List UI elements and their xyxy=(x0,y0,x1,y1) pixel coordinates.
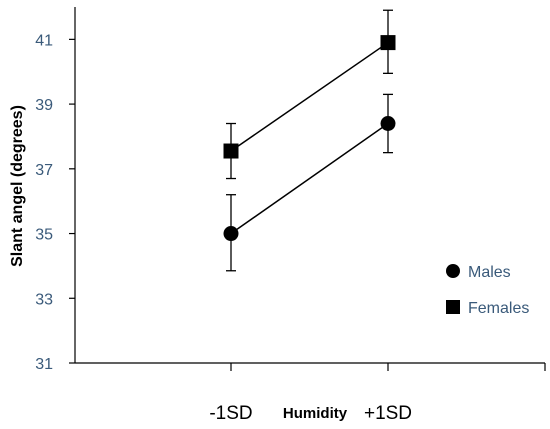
data-point-males xyxy=(223,226,239,242)
y-axis-title: Slant angel (degrees) xyxy=(9,105,26,267)
legend-marker-females xyxy=(446,300,460,314)
y-tick-label: 35 xyxy=(35,227,53,244)
series-layer xyxy=(223,9,396,272)
series-line-females xyxy=(230,41,389,152)
data-point-females xyxy=(380,35,396,51)
data-point-males xyxy=(380,116,396,132)
series-line-males xyxy=(230,122,389,235)
y-tick-label: 37 xyxy=(35,162,53,179)
data-point-females xyxy=(223,143,239,159)
y-tick-label: 33 xyxy=(35,291,53,308)
legend-label-females: Females xyxy=(468,300,529,317)
legend: Males Females xyxy=(446,264,529,317)
x-tick-label-high: +1SD xyxy=(364,403,412,424)
legend-label-males: Males xyxy=(468,264,511,281)
x-axis-title: Humidity xyxy=(283,405,348,422)
y-tick-label: 39 xyxy=(35,97,53,114)
y-ticks: 31 33 35 37 39 41 xyxy=(35,32,75,373)
legend-marker-males xyxy=(446,264,460,278)
y-tick-label: 41 xyxy=(35,32,53,49)
x-tick-label-low: -1SD xyxy=(209,403,252,424)
y-tick-label: 31 xyxy=(35,356,53,373)
